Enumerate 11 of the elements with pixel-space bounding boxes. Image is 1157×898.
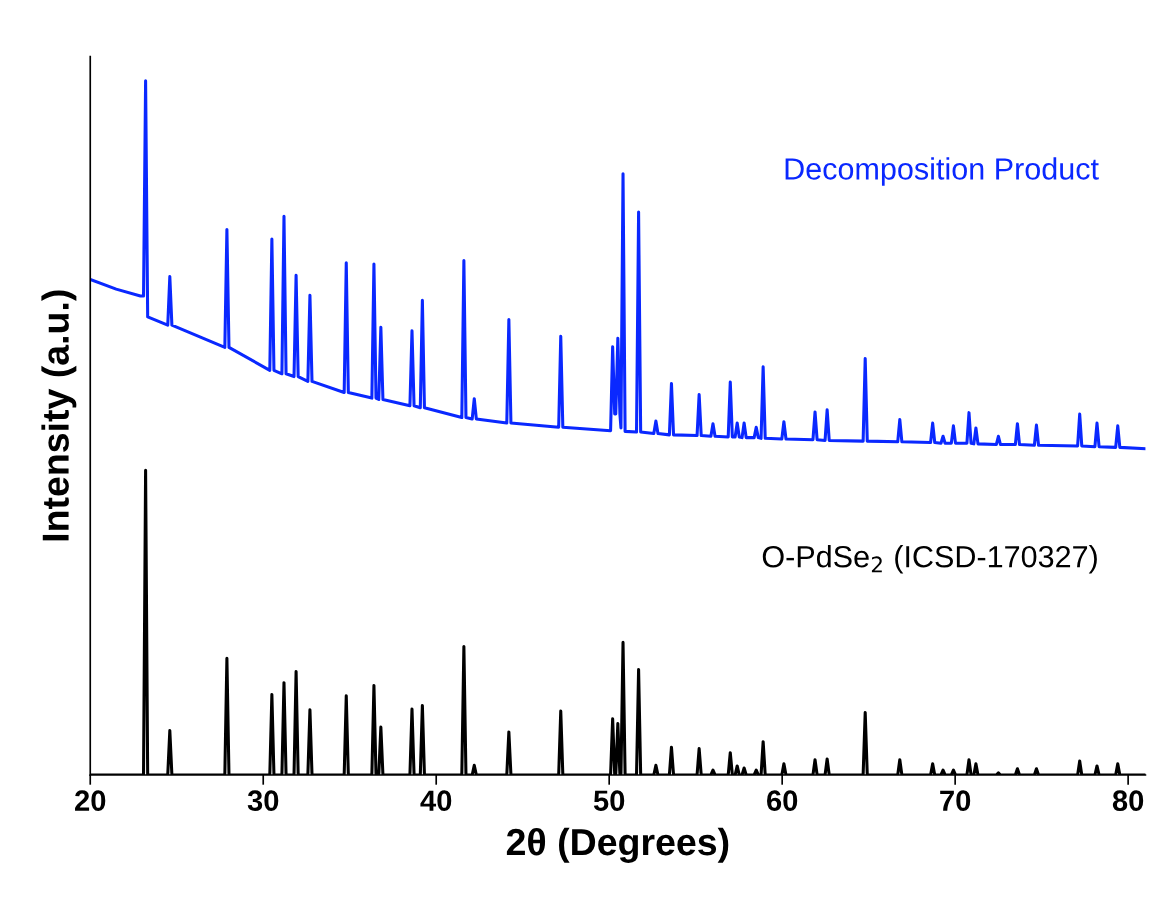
x-tick-label: 70 — [940, 790, 971, 811]
x-axis-title: 2θ (Degrees) — [506, 827, 729, 863]
y-axis-title: Intensity (a.u.) — [41, 290, 77, 541]
x-tick-label: 40 — [420, 790, 452, 811]
x-tick-label: 20 — [75, 790, 106, 811]
text: O-PdSe$_{2}$ (ICSD-170327) — [762, 545, 1097, 574]
x-tick-label: 30 — [247, 790, 279, 812]
x-tick-label: 80 — [1112, 790, 1144, 811]
text: Decomposition Product — [785, 157, 1099, 186]
x-tick-label: 50 — [593, 790, 625, 811]
x-tick-label: 60 — [767, 790, 798, 811]
